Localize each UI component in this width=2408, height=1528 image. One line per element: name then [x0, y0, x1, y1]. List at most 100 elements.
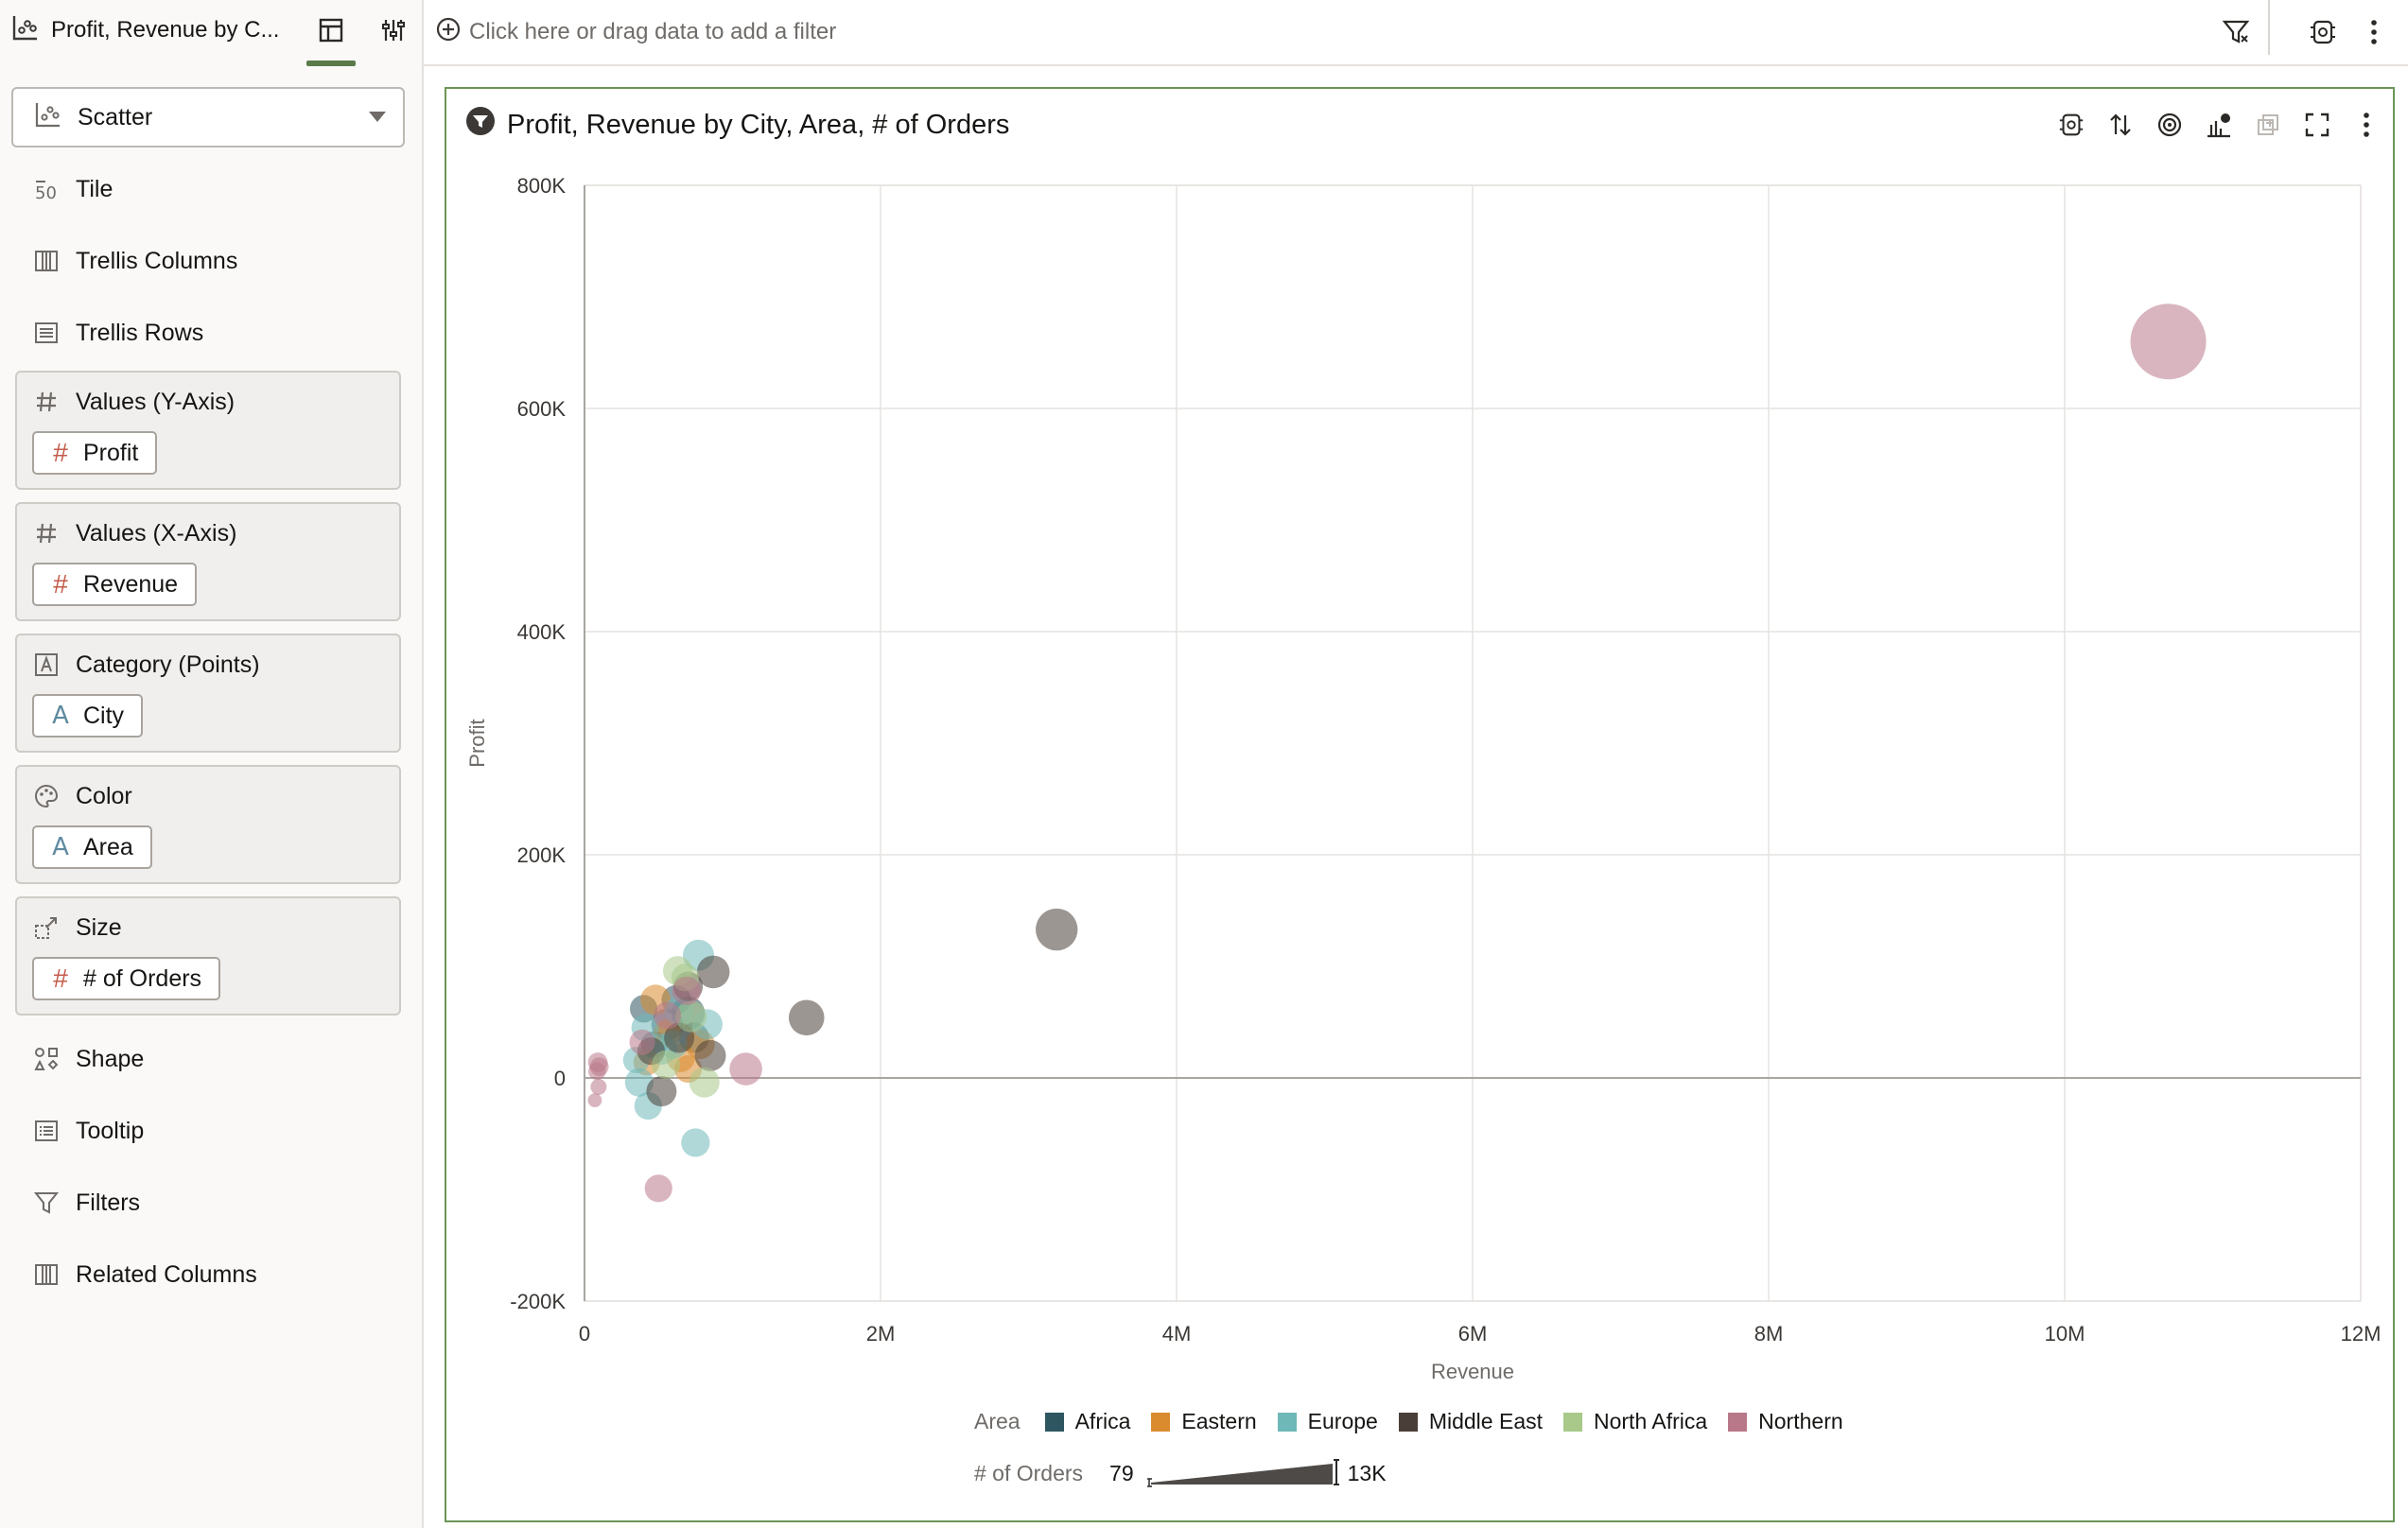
measure-icon: # — [53, 438, 68, 467]
legend-label: Eastern — [1181, 1409, 1257, 1433]
slot-category[interactable]: Category (Points) A City — [15, 634, 401, 753]
related-columns-label: Related Columns — [76, 1260, 257, 1288]
size-field-label: # of Orders — [83, 964, 202, 992]
x-tick-label: 2M — [866, 1322, 896, 1346]
data-point — [689, 1067, 720, 1098]
size-legend: # of Orders 79 13K — [974, 1456, 1387, 1490]
y-axis-title: Profit — [465, 719, 489, 767]
legend-item[interactable]: Middle East — [1398, 1409, 1543, 1434]
tile-label: Tile — [76, 175, 113, 202]
data-point — [681, 1128, 710, 1157]
color-field-pill[interactable]: A Area — [32, 825, 152, 869]
auto-insights-icon[interactable] — [2304, 11, 2342, 53]
x-axis-field-pill[interactable]: # Revenue — [32, 563, 198, 606]
size-legend-min: 79 — [1109, 1460, 1134, 1485]
legend-item[interactable]: Northern — [1728, 1409, 1843, 1434]
properties-sliders-icon[interactable] — [375, 11, 412, 49]
svg-text:50: 50 — [35, 183, 57, 202]
color-field-label: Area — [83, 833, 133, 860]
legend-label: North Africa — [1594, 1409, 1708, 1433]
maximize-icon[interactable] — [2298, 106, 2336, 144]
slot-y-axis[interactable]: Values (Y-Axis) # Profit — [15, 371, 401, 490]
x-tick-label: 8M — [1754, 1322, 1784, 1346]
legend-item[interactable]: Africa — [1044, 1409, 1130, 1434]
legend-item[interactable]: Eastern — [1151, 1409, 1257, 1434]
slot-category-header: Category (Points) — [32, 649, 260, 681]
data-point — [587, 1093, 602, 1107]
slot-color[interactable]: Color A Area — [15, 765, 401, 884]
color-legend: Area Africa Eastern Europe Middle East North… — [974, 1409, 1864, 1434]
grammar-filters[interactable]: Filters — [32, 1184, 140, 1222]
slot-size-label: Size — [76, 913, 122, 941]
y-tick-label: 400K — [517, 620, 567, 644]
grammar-shape[interactable]: Shape — [32, 1040, 144, 1078]
slot-category-label: Category (Points) — [76, 651, 260, 678]
data-point — [696, 955, 730, 989]
grammar-panel: Scatter 50 Tile Trellis Columns Trellis … — [0, 66, 424, 1528]
grammar-trellis-columns[interactable]: Trellis Columns — [32, 242, 237, 280]
target-icon[interactable] — [2151, 106, 2189, 144]
slot-color-label: Color — [76, 782, 132, 809]
y-tick-label: 600K — [517, 397, 567, 421]
sort-icon[interactable] — [2102, 106, 2139, 144]
x-tick-label: 12M — [2341, 1322, 2382, 1346]
filter-settings-icon[interactable] — [2217, 11, 2255, 53]
duplicate-icon[interactable] — [2249, 106, 2287, 144]
slot-y-axis-label: Values (Y-Axis) — [76, 388, 236, 415]
viz-tab[interactable]: Profit, Revenue by C... — [11, 13, 288, 47]
visualization-frame[interactable]: Profit, Revenue by City, Area, # of Orde… — [445, 87, 2395, 1522]
tooltip-icon — [32, 1117, 61, 1145]
chart-analytics-icon[interactable] — [2200, 106, 2238, 144]
legend-item[interactable]: Europe — [1277, 1409, 1378, 1434]
scatter-chart-icon — [11, 13, 40, 48]
slot-y-axis-header: Values (Y-Axis) — [32, 386, 235, 418]
slot-color-header: Color — [32, 780, 132, 812]
trellis-rows-icon — [32, 319, 61, 347]
scatter-chart[interactable]: 0 2M 4M 6M 8M 10M 12M 800K 600K 400K 200K 0 -200K Rev… — [446, 89, 2393, 1520]
legend-swatch — [1563, 1412, 1582, 1432]
grammar-tooltip[interactable]: Tooltip — [32, 1112, 144, 1150]
chevron-down-icon — [369, 112, 386, 122]
viz-more-options-icon[interactable] — [2347, 106, 2385, 144]
auto-insights-icon[interactable] — [2052, 106, 2090, 144]
slot-size[interactable]: Size # # of Orders — [15, 896, 401, 1016]
size-legend-title: # of Orders — [974, 1460, 1084, 1485]
filter-bar[interactable]: Click here or drag data to add a filter — [435, 13, 836, 51]
grammar-tile[interactable]: 50 Tile — [32, 170, 113, 208]
related-columns-icon — [32, 1260, 61, 1289]
legend-label: Middle East — [1428, 1409, 1543, 1433]
y-tick-label: 800K — [517, 174, 567, 198]
data-point — [589, 1057, 609, 1077]
slot-x-axis-header: Values (X-Axis) — [32, 517, 236, 549]
data-point — [646, 1076, 677, 1107]
data-panel-icon[interactable] — [306, 11, 356, 66]
slot-x-axis[interactable]: Values (X-Axis) # Revenue — [15, 502, 401, 621]
filter-icon — [32, 1189, 61, 1217]
x-tick-label: 0 — [579, 1322, 590, 1346]
size-legend-ramp — [1146, 1459, 1339, 1487]
slot-x-axis-label: Values (X-Axis) — [76, 519, 237, 547]
viz-title-bar: Profit, Revenue by City, Area, # of Orde… — [465, 104, 1009, 146]
category-field-label: City — [83, 702, 125, 729]
y-axis-field-pill[interactable]: # Profit — [32, 431, 158, 475]
grammar-related-columns[interactable]: Related Columns — [32, 1256, 257, 1294]
viz-title: Profit, Revenue by City, Area, # of Orde… — [507, 109, 1010, 140]
palette-icon — [32, 782, 61, 810]
data-point — [694, 1039, 726, 1071]
viz-tab-bar: Profit, Revenue by C... — [0, 0, 424, 66]
legend-label: Northern — [1758, 1409, 1843, 1433]
attribute-box-icon — [32, 651, 61, 679]
legend-item[interactable]: North Africa — [1563, 1409, 1707, 1434]
category-field-pill[interactable]: A City — [32, 694, 144, 738]
grammar-trellis-rows[interactable]: Trellis Rows — [32, 314, 203, 352]
data-point — [590, 1078, 607, 1095]
data-point — [654, 1001, 682, 1030]
legend-swatch — [1277, 1412, 1297, 1432]
more-options-icon[interactable] — [2355, 11, 2393, 53]
x-tick-label: 6M — [1458, 1322, 1488, 1346]
data-point — [729, 1052, 762, 1085]
size-field-pill[interactable]: # # of Orders — [32, 957, 221, 1000]
viz-type-dropdown[interactable]: Scatter — [11, 87, 405, 148]
filter-badge-icon[interactable] — [465, 106, 496, 144]
tooltip-label: Tooltip — [76, 1117, 145, 1144]
